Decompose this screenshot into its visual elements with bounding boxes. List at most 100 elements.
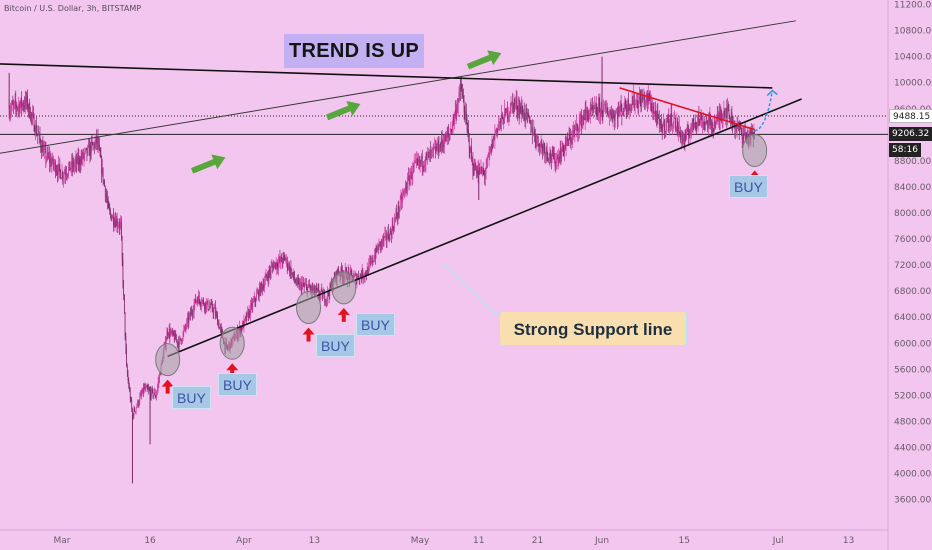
candle-body-124 — [99, 149, 101, 157]
candle-body-377 — [285, 260, 287, 261]
candle-body-729 — [543, 146, 545, 149]
candle-body-101 — [82, 152, 84, 158]
candle-body-128 — [102, 167, 104, 182]
candle-body-111 — [90, 145, 91, 154]
candle-body-942 — [700, 115, 701, 124]
candle-body-997 — [740, 125, 742, 129]
candle-body-261 — [200, 303, 202, 306]
candle-body-558 — [418, 158, 419, 163]
candle-body-472 — [355, 274, 356, 276]
y-tick-label-14: 5600.00 — [894, 365, 931, 375]
candle-body-910 — [676, 121, 678, 129]
candle-body-238 — [183, 329, 185, 333]
candle-body-991 — [735, 127, 737, 129]
candle-body-836 — [622, 111, 623, 116]
x-tick-label-10: 13 — [843, 536, 854, 546]
candle-body-274 — [209, 306, 211, 308]
candle-body-933 — [693, 122, 695, 127]
candle-body-522 — [391, 224, 393, 236]
candle-body-336 — [255, 300, 257, 302]
candle-body-501 — [376, 246, 378, 251]
candle-body-798 — [594, 105, 596, 109]
candle-body-236 — [181, 339, 183, 342]
candle-body-51 — [46, 158, 47, 160]
candle-body-715 — [533, 129, 535, 135]
candle-body-390 — [294, 280, 296, 283]
candle-body-731 — [545, 153, 546, 157]
candle-body-431 — [325, 301, 326, 303]
candle-body-246 — [189, 312, 191, 317]
candle-body-601 — [449, 133, 451, 136]
trend-line-falling-wedge — [619, 87, 755, 131]
candle-body-95 — [78, 158, 80, 165]
candle-body-641 — [479, 167, 480, 173]
candle-body-692 — [516, 99, 518, 110]
candle-body-162 — [127, 374, 129, 381]
candle-body-893 — [664, 120, 665, 132]
candle-body-49 — [44, 148, 46, 150]
candle-body-203 — [157, 382, 159, 388]
candle-body-581 — [435, 146, 436, 153]
candle-body-29 — [30, 117, 31, 120]
candle-body-254 — [195, 299, 196, 303]
candle-body-773 — [576, 123, 577, 127]
candle-body-915 — [680, 131, 681, 140]
candle-body-347 — [263, 285, 265, 288]
candle-body-368 — [278, 257, 280, 262]
x-tick-label-3: 13 — [309, 536, 320, 546]
candle-body-516 — [387, 231, 389, 239]
candle-body-410 — [309, 287, 311, 289]
candle-body-960 — [713, 128, 714, 132]
candle-body-898 — [667, 116, 669, 122]
candle-body-78 — [66, 174, 67, 176]
candle-body-259 — [198, 295, 200, 300]
candle-body-427 — [322, 290, 323, 299]
candle-body-938 — [697, 122, 698, 125]
candle-body-107 — [87, 146, 89, 155]
candle-body-11 — [16, 107, 18, 109]
x-tick-label-7: Jun — [594, 536, 609, 546]
candle-body-160 — [126, 348, 127, 367]
candle-body-504 — [378, 241, 380, 250]
y-tick-label-17: 4400.00 — [894, 444, 931, 454]
candle-body-878 — [653, 106, 654, 114]
candle-body-473 — [355, 274, 357, 283]
candle-body-200 — [155, 396, 157, 398]
candle-body-385 — [291, 272, 293, 276]
candle-body-121 — [97, 136, 99, 146]
candle-body-706 — [526, 109, 528, 115]
candle-body-378 — [286, 258, 287, 261]
candle-body-105 — [85, 147, 87, 150]
candle-body-748 — [557, 156, 559, 163]
candle-body-865 — [643, 97, 645, 99]
candle-body-120 — [96, 136, 98, 144]
candle-body-951 — [706, 120, 708, 123]
candle-body-975 — [724, 110, 725, 117]
candle-body-1000 — [742, 134, 744, 140]
candle-body-153 — [121, 222, 122, 239]
candle-body-828 — [616, 112, 618, 113]
candle-body-48 — [44, 149, 45, 150]
candle-body-322 — [245, 316, 246, 319]
candle-body-912 — [678, 125, 679, 134]
y-tick-label-15: 5200.00 — [894, 391, 931, 401]
candle-body-654 — [488, 152, 490, 157]
candle-body-228 — [176, 339, 177, 341]
candle-body-978 — [726, 108, 728, 119]
candle-body-705 — [526, 108, 527, 110]
candle-body-623 — [465, 111, 467, 119]
candle-body-621 — [464, 111, 466, 120]
candle-body-355 — [269, 270, 271, 272]
candle-body-143 — [113, 224, 115, 225]
candle-body-873 — [649, 100, 651, 101]
candle-body-795 — [592, 105, 593, 110]
candle-body-620 — [463, 102, 465, 112]
candle-body-713 — [531, 127, 533, 135]
candle-body-925 — [687, 128, 689, 134]
candle-body-526 — [394, 218, 396, 221]
candle-body-531 — [398, 205, 400, 212]
candle-body-646 — [482, 170, 484, 172]
candle-body-37 — [35, 124, 37, 135]
candle-body-341 — [259, 285, 260, 298]
